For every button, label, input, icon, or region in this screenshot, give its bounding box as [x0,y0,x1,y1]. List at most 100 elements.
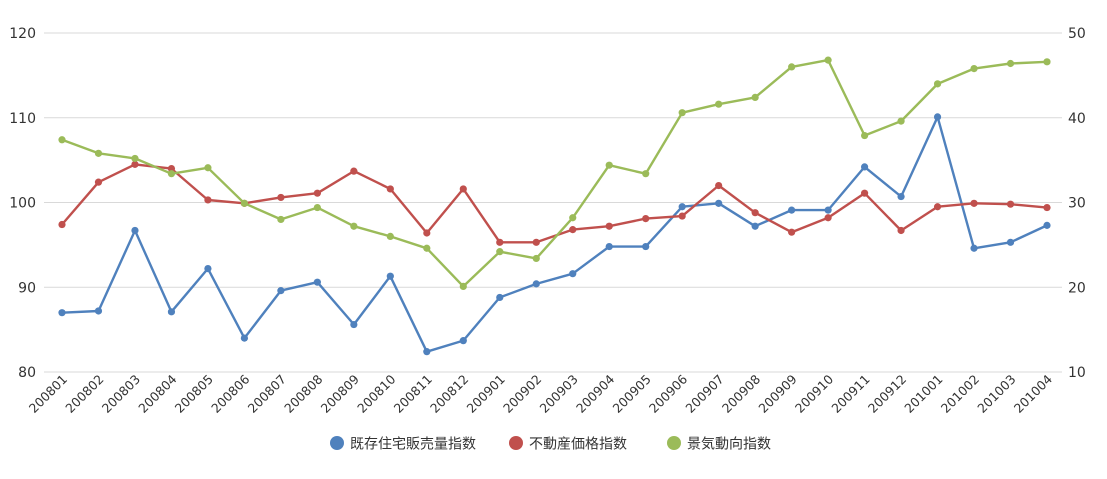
x-tick-label: 200806 [208,371,252,415]
data-point [678,203,686,211]
x-tick-label: 200812 [427,372,471,416]
series-2 [58,160,1051,246]
y-tick-label-right: 20 [1068,280,1086,296]
legend-item: 景気動向指数 [667,436,771,453]
data-point [58,309,66,317]
y-tick-label-right: 10 [1068,365,1086,381]
y-tick-label-left: 110 [9,111,36,127]
data-point [204,196,212,204]
data-point [58,220,66,229]
data-point [532,280,540,288]
data-point [313,189,321,197]
legend-label: 既存住宅販売量指数 [350,437,476,453]
data-point [204,265,212,273]
x-tick-label: 200903 [537,372,581,416]
data-point [751,222,759,230]
x-tick-label: 200906 [646,371,690,415]
data-point [1006,200,1015,208]
gridlines [44,32,1062,373]
x-tick-label: 200904 [573,371,617,415]
data-point [131,226,139,235]
data-point [715,199,723,207]
data-point [532,238,540,246]
data-point [459,282,467,291]
data-point [1006,238,1015,246]
x-tick-label: 200908 [719,371,763,415]
legend-label: 景気動向指数 [687,437,771,453]
x-tick-label: 200808 [281,371,325,415]
data-point [824,56,832,64]
data-point [459,185,467,193]
x-tick-label: 200912 [865,372,909,416]
data-point [350,320,358,329]
data-point [860,189,869,197]
data-point [678,212,686,220]
data-point [970,64,978,73]
legend-marker [330,436,344,450]
data-point [642,170,650,178]
x-tick-label: 200910 [792,371,836,415]
legend-marker [509,436,523,450]
x-tick-label: 200803 [99,372,143,416]
data-point [277,193,285,202]
data-point [313,278,321,286]
y-tick-label-right: 50 [1068,26,1086,42]
data-point [277,287,285,295]
data-point [642,242,650,251]
y-tick-label-left: 90 [18,280,36,296]
x-tick-label: 201002 [938,372,982,416]
x-tick-label: 200805 [172,372,216,416]
data-point [1006,59,1015,68]
data-point [94,178,103,186]
data-point [58,136,66,144]
data-point [240,334,249,342]
data-point [1043,58,1051,66]
data-point [715,100,723,108]
x-tick-label: 200907 [682,372,726,416]
data-point [788,63,796,71]
data-point [532,254,540,263]
data-point [423,244,431,252]
x-tick-label: 200809 [318,371,362,415]
data-point [569,214,577,222]
x-tick-label: 200901 [464,372,508,416]
data-point [496,238,504,246]
data-point [1043,203,1051,212]
data-point [240,199,249,207]
y-tick-label-right: 30 [1068,196,1086,212]
legend: 既存住宅販売量指数 不動産価格指数 景気動向指数 [330,436,771,453]
data-point [204,164,212,172]
y-tick-label-right: 40 [1068,111,1086,127]
data-point [788,206,796,214]
x-axis: 2008012008022008032008042008052008062008… [26,371,1055,415]
data-point [131,160,139,168]
data-point [386,232,394,240]
y-axis-right: 10 20 30 40 50 [1068,26,1086,381]
y-tick-label-left: 120 [9,26,36,42]
y-axis-left: 80 90 100 110 120 [9,26,36,381]
series-group [58,56,1051,356]
x-tick-label: 200804 [135,371,179,415]
data-point [605,222,613,230]
x-tick-label: 200807 [245,372,289,416]
data-point [970,199,978,207]
legend-label: 不動産価格指数 [529,437,627,453]
data-point [423,229,431,237]
x-tick-label: 200811 [391,372,435,416]
x-tick-label: 201003 [974,372,1018,416]
x-tick-label: 200911 [828,372,872,416]
data-point [350,222,358,230]
x-tick-label: 201004 [1011,371,1055,415]
series-line [61,58,1048,288]
x-tick-label: 201001 [901,372,945,416]
data-point [94,149,103,157]
data-point [715,181,723,190]
legend-item: 既存住宅販売量指数 [330,436,476,453]
data-point [788,228,796,236]
data-point [933,203,942,211]
data-point [1043,221,1051,229]
data-point [459,337,467,345]
data-point [167,170,176,178]
data-point [313,203,321,212]
